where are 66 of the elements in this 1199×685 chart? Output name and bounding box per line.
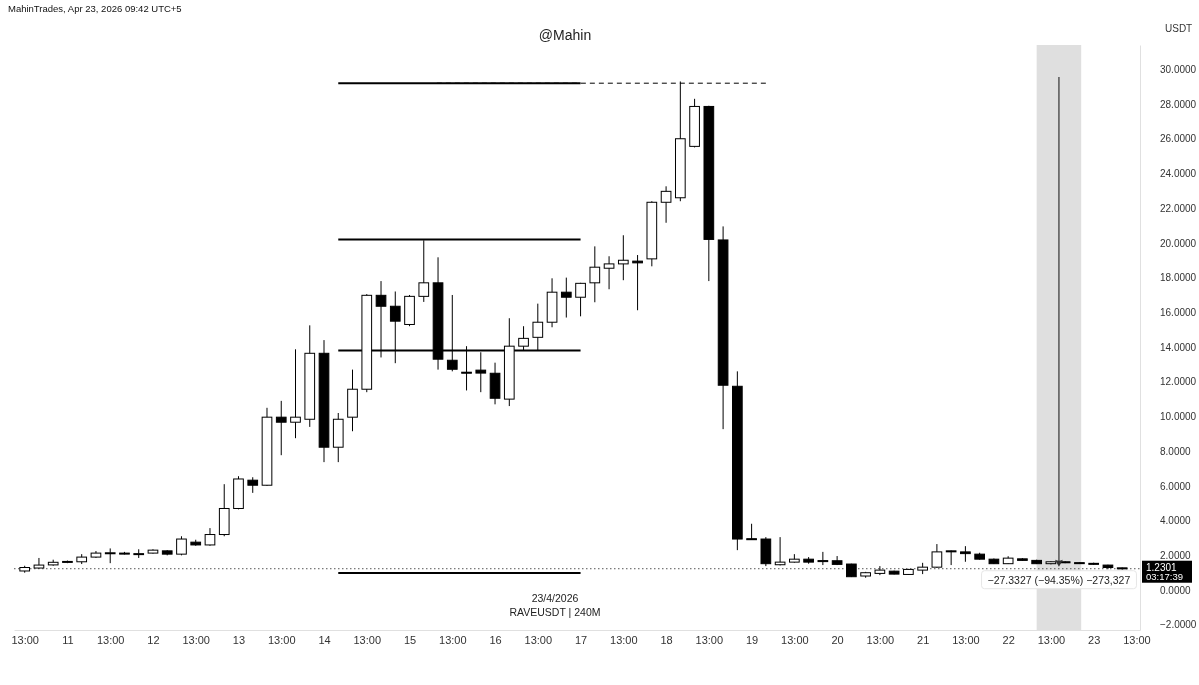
annotation: −27.3327 (−94.35%) −273,327 [987,573,1131,586]
candlestick [617,234,629,281]
y-tick-label: 6.0000 [1160,480,1192,492]
candlestick [660,185,672,224]
x-tick-label: 13:00 [695,633,724,646]
y-tick-label: 28.0000 [1160,98,1197,110]
x-tick-label: 23 [1088,633,1101,646]
y-axis-title: USDT [1165,23,1193,34]
x-tick-label: 13:00 [952,633,980,646]
x-tick-label: 13:00 [1123,633,1151,646]
x-tick-label: 21 [917,633,930,646]
x-tick-label: 13:00 [781,633,809,646]
y-tick-label: 16.0000 [1160,307,1197,319]
x-tick-label: 17 [574,633,588,646]
y-tick-label: −2.0000 [1160,619,1197,631]
candlestick [560,277,572,319]
x-tick-label: 13:00 [524,633,553,646]
y-tick-label: 8.0000 [1160,445,1192,457]
annotation: RAVEUSDT | 240M [509,606,601,618]
ref-line-label: 1.2301 [1146,561,1178,573]
y-tick-label: 18.0000 [1160,272,1197,284]
y-tick-label: 10.0000 [1160,411,1197,423]
x-tick-label: 13:00 [182,633,210,646]
y-tick-label: 4.0000 [1160,515,1192,527]
x-tick-label: 20 [831,633,844,646]
x-tick-label: 13:00 [267,633,296,646]
candlestick [603,255,615,290]
x-tick-label: 22 [1002,633,1015,646]
y-tick-label: 26.0000 [1160,133,1197,145]
text: 03:17:39 [1146,570,1183,582]
x-tick-label: 16 [489,633,502,646]
candlestick [945,550,957,566]
chart-title: @Mahin [538,27,592,43]
y-tick-label: 22.0000 [1160,202,1197,214]
y-tick-label: 20.0000 [1160,237,1197,249]
x-tick-label: 12 [147,633,160,646]
y-tick-label: 2.0000 [1160,550,1192,562]
x-tick-label: 13 [232,633,246,646]
x-tick-label: 13:00 [610,633,638,646]
candlestick [774,536,786,566]
y-tick-label: 24.0000 [1160,168,1197,180]
x-tick-label: 13:00 [11,633,39,646]
y-tick-label: 12.0000 [1160,376,1197,388]
candlestick [275,400,287,456]
x-tick-label: 13:00 [1037,633,1066,646]
y-tick-label: 0.0000 [1160,584,1192,596]
annotation: 23/4/2026 [531,592,579,604]
x-tick-label: 13:00 [353,633,382,646]
x-tick-label: 13:00 [439,633,467,646]
candlestick [290,348,301,439]
candlestick [589,245,601,303]
x-tick-label: 19 [745,633,759,646]
y-tick-label: 14.0000 [1160,341,1197,353]
candlestick [931,543,943,569]
candlestick [33,557,45,569]
candlestick [575,282,586,317]
x-tick-label: 11 [62,633,74,646]
candlestick [817,551,829,566]
x-tick-label: 13:00 [96,633,125,646]
x-tick-label: 13:00 [866,633,895,646]
y-tick-label: 30.0000 [1160,64,1197,75]
x-tick-label: 14 [318,633,331,646]
text: MahinTrades, Apr 23, 2026 09:42 UTC+5 [8,3,182,14]
candlestick [632,254,643,311]
x-tick-label: 18 [660,633,673,646]
x-tick-label: 15 [403,633,417,646]
